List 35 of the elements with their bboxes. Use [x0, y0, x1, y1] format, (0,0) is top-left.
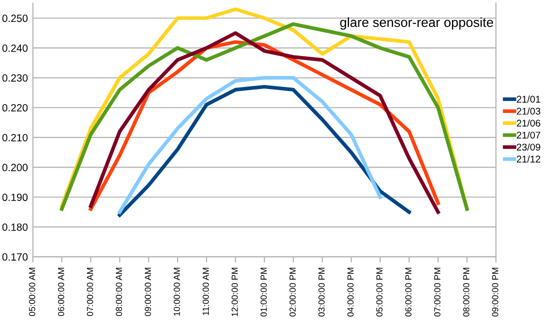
y-tick-label: 0.240 — [2, 44, 28, 52]
x-tick-label: 01:00:00 PM — [260, 268, 267, 316]
x-tick-label: 03:00:00 PM — [318, 268, 325, 316]
y-tick-label: 0.230 — [2, 74, 28, 82]
legend-label: 21/07 — [516, 131, 540, 139]
y-tick-label: 0.220 — [2, 104, 28, 112]
y-tick-label: 0.210 — [2, 134, 28, 142]
x-tick-label: 05:00:00 AM — [29, 268, 36, 316]
legend-label: 21/03 — [516, 108, 540, 115]
x-tick-label: 02:00:00 PM — [290, 268, 296, 316]
x-tick-label: 09:00:00 PM — [492, 268, 498, 316]
y-tick-label: 0.170 — [2, 253, 28, 261]
y-tick-label: 0.250 — [2, 14, 28, 22]
line-series — [118, 76, 382, 214]
legend-label: 21/01 — [516, 96, 540, 103]
x-tick-label: 11:00:00 AM — [202, 268, 209, 316]
y-tick-label: 0.190 — [2, 194, 28, 202]
x-tick-label: 09:00:00 AM — [144, 268, 151, 316]
x-tick-label: 10:00:00 AM — [174, 268, 180, 316]
x-tick-label: 08:00:00 AM — [116, 268, 122, 316]
x-tick-label: 08:00:00 PM — [463, 268, 470, 316]
legend-label: 21/06 — [516, 119, 540, 127]
x-tick-label: 05:00:00 PM — [376, 268, 383, 316]
x-tick-label: 06:00:00 PM — [405, 268, 412, 316]
line-series — [118, 84, 411, 217]
y-tick-label: 0.180 — [2, 223, 28, 231]
x-tick-label: 06:00:00 AM — [58, 268, 64, 316]
legend-label: 23/09 — [516, 143, 540, 151]
y-tick-label: 0.200 — [2, 164, 28, 172]
x-tick-label: 12:00:00 PM — [232, 268, 238, 316]
x-tick-label: 04:00:00 PM — [347, 268, 354, 316]
x-tick-label: 07:00:00 AM — [86, 268, 94, 316]
annotation: glare sensor-rear opposite — [340, 17, 494, 30]
x-tick-label: 07:00:00 PM — [434, 268, 440, 316]
legend-label: 21/12 — [516, 155, 540, 163]
